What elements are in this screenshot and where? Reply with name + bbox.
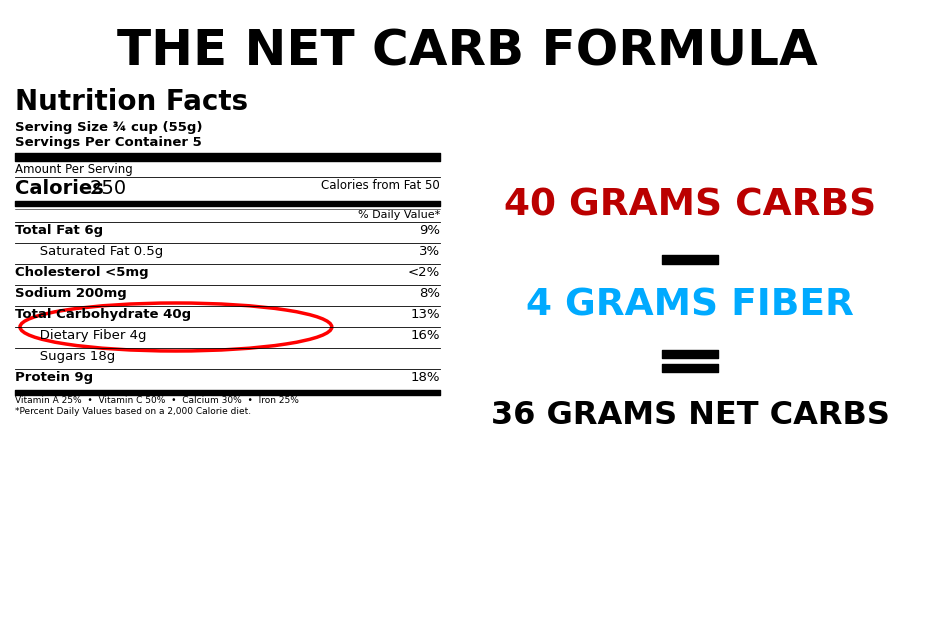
Text: Nutrition Facts: Nutrition Facts — [15, 88, 248, 116]
Text: Amount Per Serving: Amount Per Serving — [15, 163, 133, 176]
Text: Servings Per Container 5: Servings Per Container 5 — [15, 136, 202, 149]
Text: Vitamin A 25%  •  Vitamin C 50%  •  Calcium 30%  •  Iron 25%: Vitamin A 25% • Vitamin C 50% • Calcium … — [15, 396, 299, 405]
Text: THE NET CARB FORMULA: THE NET CARB FORMULA — [117, 28, 817, 76]
Text: Dietary Fiber 4g: Dietary Fiber 4g — [27, 329, 147, 342]
Text: Saturated Fat 0.5g: Saturated Fat 0.5g — [27, 245, 163, 258]
Text: Sugars 18g: Sugars 18g — [27, 350, 115, 363]
Text: Calories: Calories — [15, 179, 104, 198]
Text: Cholesterol <5mg: Cholesterol <5mg — [15, 266, 149, 279]
Text: Protein 9g: Protein 9g — [15, 371, 93, 384]
Text: 8%: 8% — [419, 287, 440, 300]
Text: 13%: 13% — [410, 308, 440, 321]
Text: *Percent Daily Values based on a 2,000 Calorie diet.: *Percent Daily Values based on a 2,000 C… — [15, 407, 251, 416]
Text: Sodium 200mg: Sodium 200mg — [15, 287, 127, 300]
Text: Calories from Fat 50: Calories from Fat 50 — [321, 179, 440, 192]
Text: 18%: 18% — [411, 371, 440, 384]
Text: 36 GRAMS NET CARBS: 36 GRAMS NET CARBS — [490, 399, 889, 430]
Text: <2%: <2% — [408, 266, 440, 279]
Text: 250: 250 — [90, 179, 127, 198]
Text: 16%: 16% — [411, 329, 440, 342]
Text: Total Fat 6g: Total Fat 6g — [15, 224, 103, 237]
Text: 40 GRAMS CARBS: 40 GRAMS CARBS — [503, 187, 876, 223]
Text: Total Carbohydrate 40g: Total Carbohydrate 40g — [15, 308, 191, 321]
Text: Serving Size ¾ cup (55g): Serving Size ¾ cup (55g) — [15, 121, 203, 134]
Text: 3%: 3% — [418, 245, 440, 258]
Text: 4 GRAMS FIBER: 4 GRAMS FIBER — [526, 287, 854, 323]
Text: % Daily Value*: % Daily Value* — [358, 210, 440, 220]
Text: 9%: 9% — [419, 224, 440, 237]
